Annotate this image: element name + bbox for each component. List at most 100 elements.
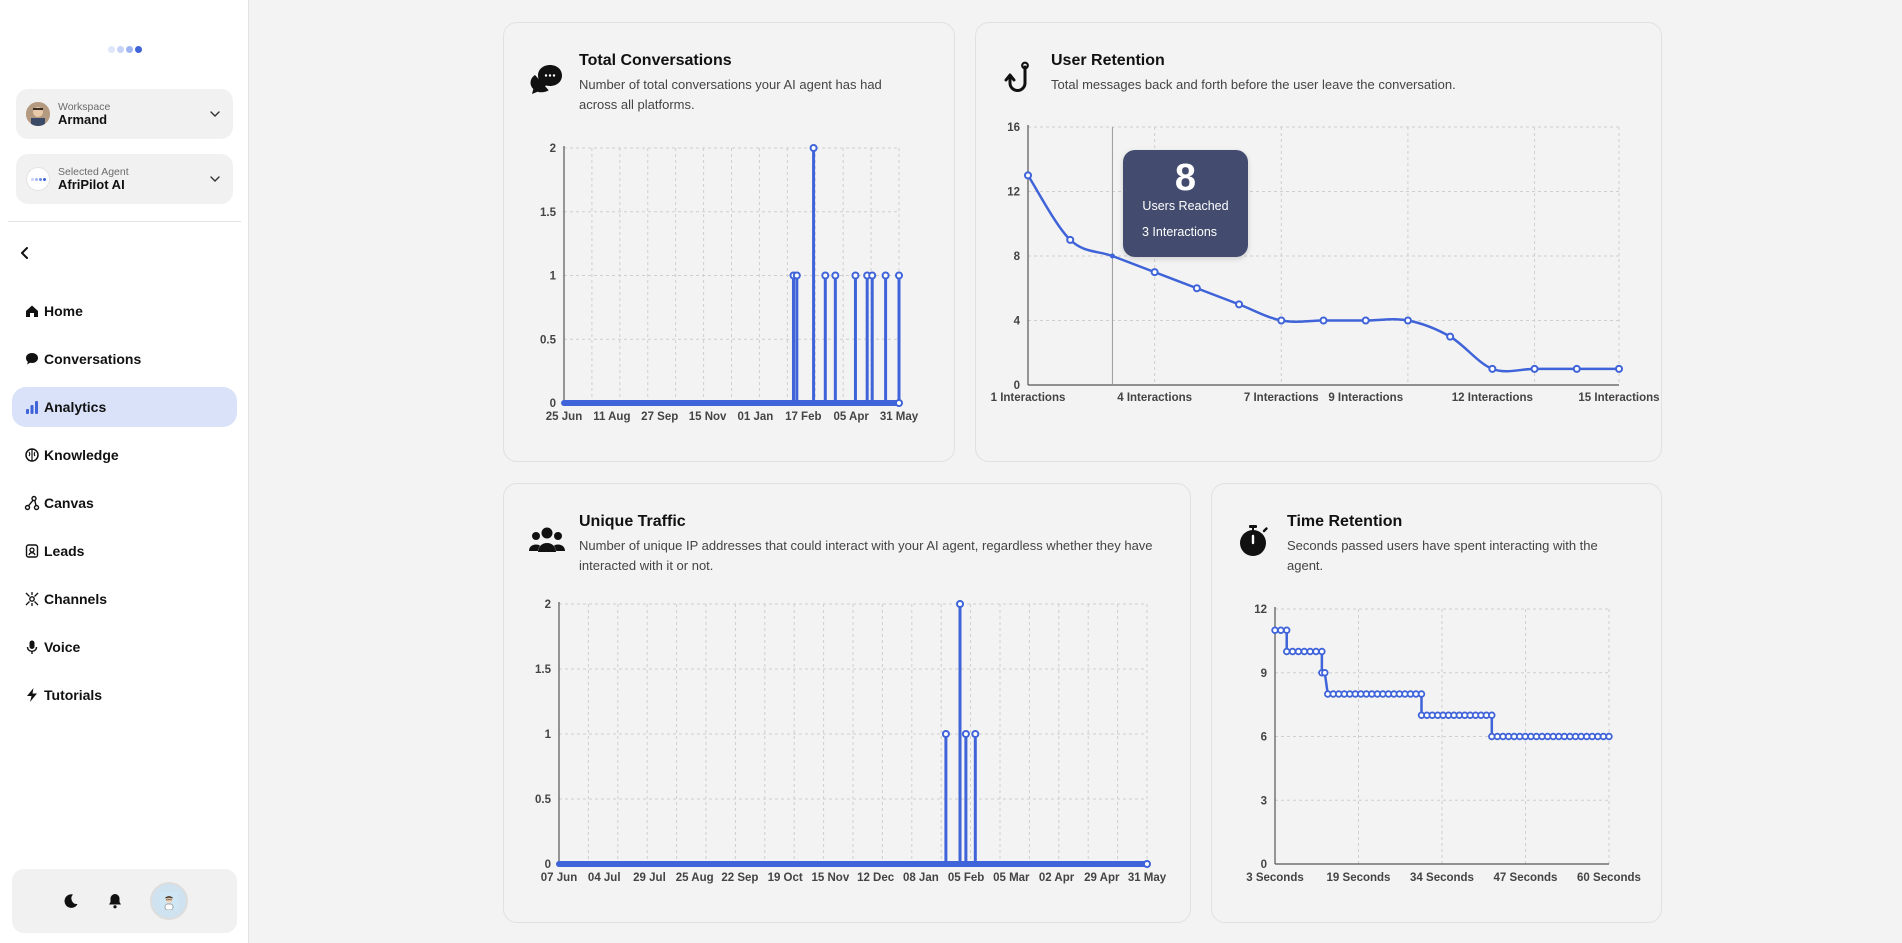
data-point xyxy=(1150,268,1159,277)
sidebar-item-label: Voice xyxy=(44,639,81,655)
sidebar-item-tutorials[interactable]: Tutorials xyxy=(12,675,237,715)
x-tick-label: 05 Apr xyxy=(833,411,869,423)
total-conversations-chart: 0 0.5 1 1.5 2 25 Jun 11 Aug 27 Sep 15 Nov 01 Jan 1… xyxy=(540,143,919,423)
sidebar-item-label: Channels xyxy=(44,591,108,607)
data-point xyxy=(1192,284,1201,293)
data-point xyxy=(1318,647,1326,656)
data-point xyxy=(1277,626,1285,634)
y-tick-label: 16 xyxy=(1007,122,1020,134)
sidebar: Workspace Armand Selected Agent AfriPilo… xyxy=(0,0,249,943)
x-tick-label: 15 Interactions xyxy=(1578,392,1659,404)
y-tick-label: 0.5 xyxy=(535,794,552,806)
x-tick-label: 60 Seconds xyxy=(1577,872,1641,884)
y-tick-label: 2 xyxy=(550,143,556,155)
data-point xyxy=(1488,711,1496,719)
card-title: Unique Traffic xyxy=(579,513,686,530)
y-tick-label: 1 xyxy=(545,729,552,741)
sidebar-nav: Home Conversations Analytics Knowledge C… xyxy=(12,291,237,723)
agent-name: AfriPilot AI xyxy=(58,176,125,192)
data-point xyxy=(1235,300,1244,309)
user-retention-chart: 0 4 8 12 16 1 Interactions 4 Interactions 7 Int… xyxy=(991,122,1660,404)
data-point xyxy=(961,730,970,738)
moon-icon[interactable] xyxy=(62,892,80,910)
data-point xyxy=(1277,316,1286,325)
home-icon xyxy=(26,305,38,317)
data-point xyxy=(881,271,890,280)
y-tick-label: 3 xyxy=(1261,795,1267,807)
time-retention-chart: 0 3 6 9 12 3 Seconds 19 Seconds 34 Seconds 47 Se… xyxy=(1246,604,1641,884)
data-point xyxy=(956,600,965,608)
workspace-selector[interactable]: Workspace Armand xyxy=(16,89,233,139)
x-tick-label: 9 Interactions xyxy=(1328,392,1403,404)
sidebar-item-analytics[interactable]: Analytics xyxy=(12,387,237,427)
time-retention-card: Time Retention Seconds passed users have… xyxy=(1211,483,1662,923)
unique-traffic-card: Unique Traffic Number of unique IP addre… xyxy=(503,483,1191,923)
chat-bubbles-icon xyxy=(530,65,562,94)
data-point xyxy=(941,730,950,738)
user-retention-card: User Retention Total messages back and f… xyxy=(975,22,1662,462)
y-tick-label: 1.5 xyxy=(540,207,557,219)
user-avatar[interactable] xyxy=(149,882,188,920)
data-point xyxy=(1572,364,1581,373)
agent-selector[interactable]: Selected Agent AfriPilot AI xyxy=(16,154,233,204)
y-tick-label: 6 xyxy=(1261,732,1267,744)
y-tick-label: 0.5 xyxy=(540,334,557,346)
card-description: Seconds passed users have spent interact… xyxy=(1287,538,1598,573)
sidebar-item-voice[interactable]: Voice xyxy=(12,627,237,667)
data-point xyxy=(1530,364,1539,373)
app-logo[interactable] xyxy=(108,46,142,53)
sidebar-item-label: Knowledge xyxy=(44,447,119,463)
x-tick-label: 19 Seconds xyxy=(1327,872,1391,884)
y-tick-label: 12 xyxy=(1007,187,1020,199)
x-tick-label: 04 Jul xyxy=(588,872,621,884)
x-tick-label: 05 Feb xyxy=(948,872,984,884)
sidebar-item-home[interactable]: Home xyxy=(12,291,237,331)
x-tick-label: 19 Oct xyxy=(768,872,803,884)
card-description: Number of total conversations your AI ag… xyxy=(579,77,882,112)
x-tick-label: 05 Mar xyxy=(993,872,1030,884)
x-tick-label: 15 Nov xyxy=(689,411,727,423)
card-title: Time Retention xyxy=(1287,513,1403,530)
sidebar-item-conversations[interactable]: Conversations xyxy=(12,339,237,379)
data-point xyxy=(1294,647,1303,656)
microphone-icon xyxy=(26,640,38,654)
canvas-nodes-icon xyxy=(24,495,40,511)
y-tick-label: 1.5 xyxy=(535,664,552,676)
tooltip-sublabel: 3 Interactions xyxy=(1142,225,1218,239)
x-tick-label: 07 Jun xyxy=(541,872,577,884)
x-tick-label: 34 Seconds xyxy=(1410,872,1474,884)
data-point xyxy=(1306,647,1314,656)
bell-icon[interactable] xyxy=(106,892,124,910)
data-point xyxy=(1403,316,1412,325)
data-point xyxy=(1446,332,1455,341)
x-tick-label: 31 May xyxy=(880,411,919,423)
data-point xyxy=(1605,732,1613,741)
card-title: User Retention xyxy=(1051,52,1165,69)
x-tick-label: 25 Aug xyxy=(676,872,714,884)
y-tick-label: 0 xyxy=(550,398,556,410)
x-tick-label: 4 Interactions xyxy=(1117,392,1192,404)
sidebar-item-channels[interactable]: Channels xyxy=(12,579,237,619)
chevron-left-icon[interactable] xyxy=(18,246,32,260)
x-tick-label: 02 Apr xyxy=(1039,872,1075,884)
data-point xyxy=(1300,647,1308,656)
y-tick-label: 0 xyxy=(1014,380,1020,392)
data-point xyxy=(1283,626,1291,634)
sidebar-item-leads[interactable]: Leads xyxy=(12,531,237,571)
sidebar-item-knowledge[interactable]: Knowledge xyxy=(12,435,237,475)
x-tick-label: 1 Interactions xyxy=(991,392,1066,404)
data-point xyxy=(1312,647,1320,656)
data-point xyxy=(1143,860,1151,868)
x-tick-label: 22 Sep xyxy=(721,872,758,884)
y-tick-label: 9 xyxy=(1261,668,1267,680)
x-tick-label: 15 Nov xyxy=(812,872,850,884)
card-description: Total messages back and forth before the… xyxy=(1051,77,1456,92)
data-point xyxy=(851,271,860,280)
agent-logo-icon xyxy=(26,167,50,191)
sidebar-item-canvas[interactable]: Canvas xyxy=(12,483,237,523)
data-point xyxy=(1271,626,1279,634)
sidebar-item-label: Tutorials xyxy=(44,687,103,703)
channels-icon xyxy=(25,592,39,606)
x-tick-label: 08 Jan xyxy=(903,872,939,884)
hook-icon xyxy=(1004,61,1029,92)
